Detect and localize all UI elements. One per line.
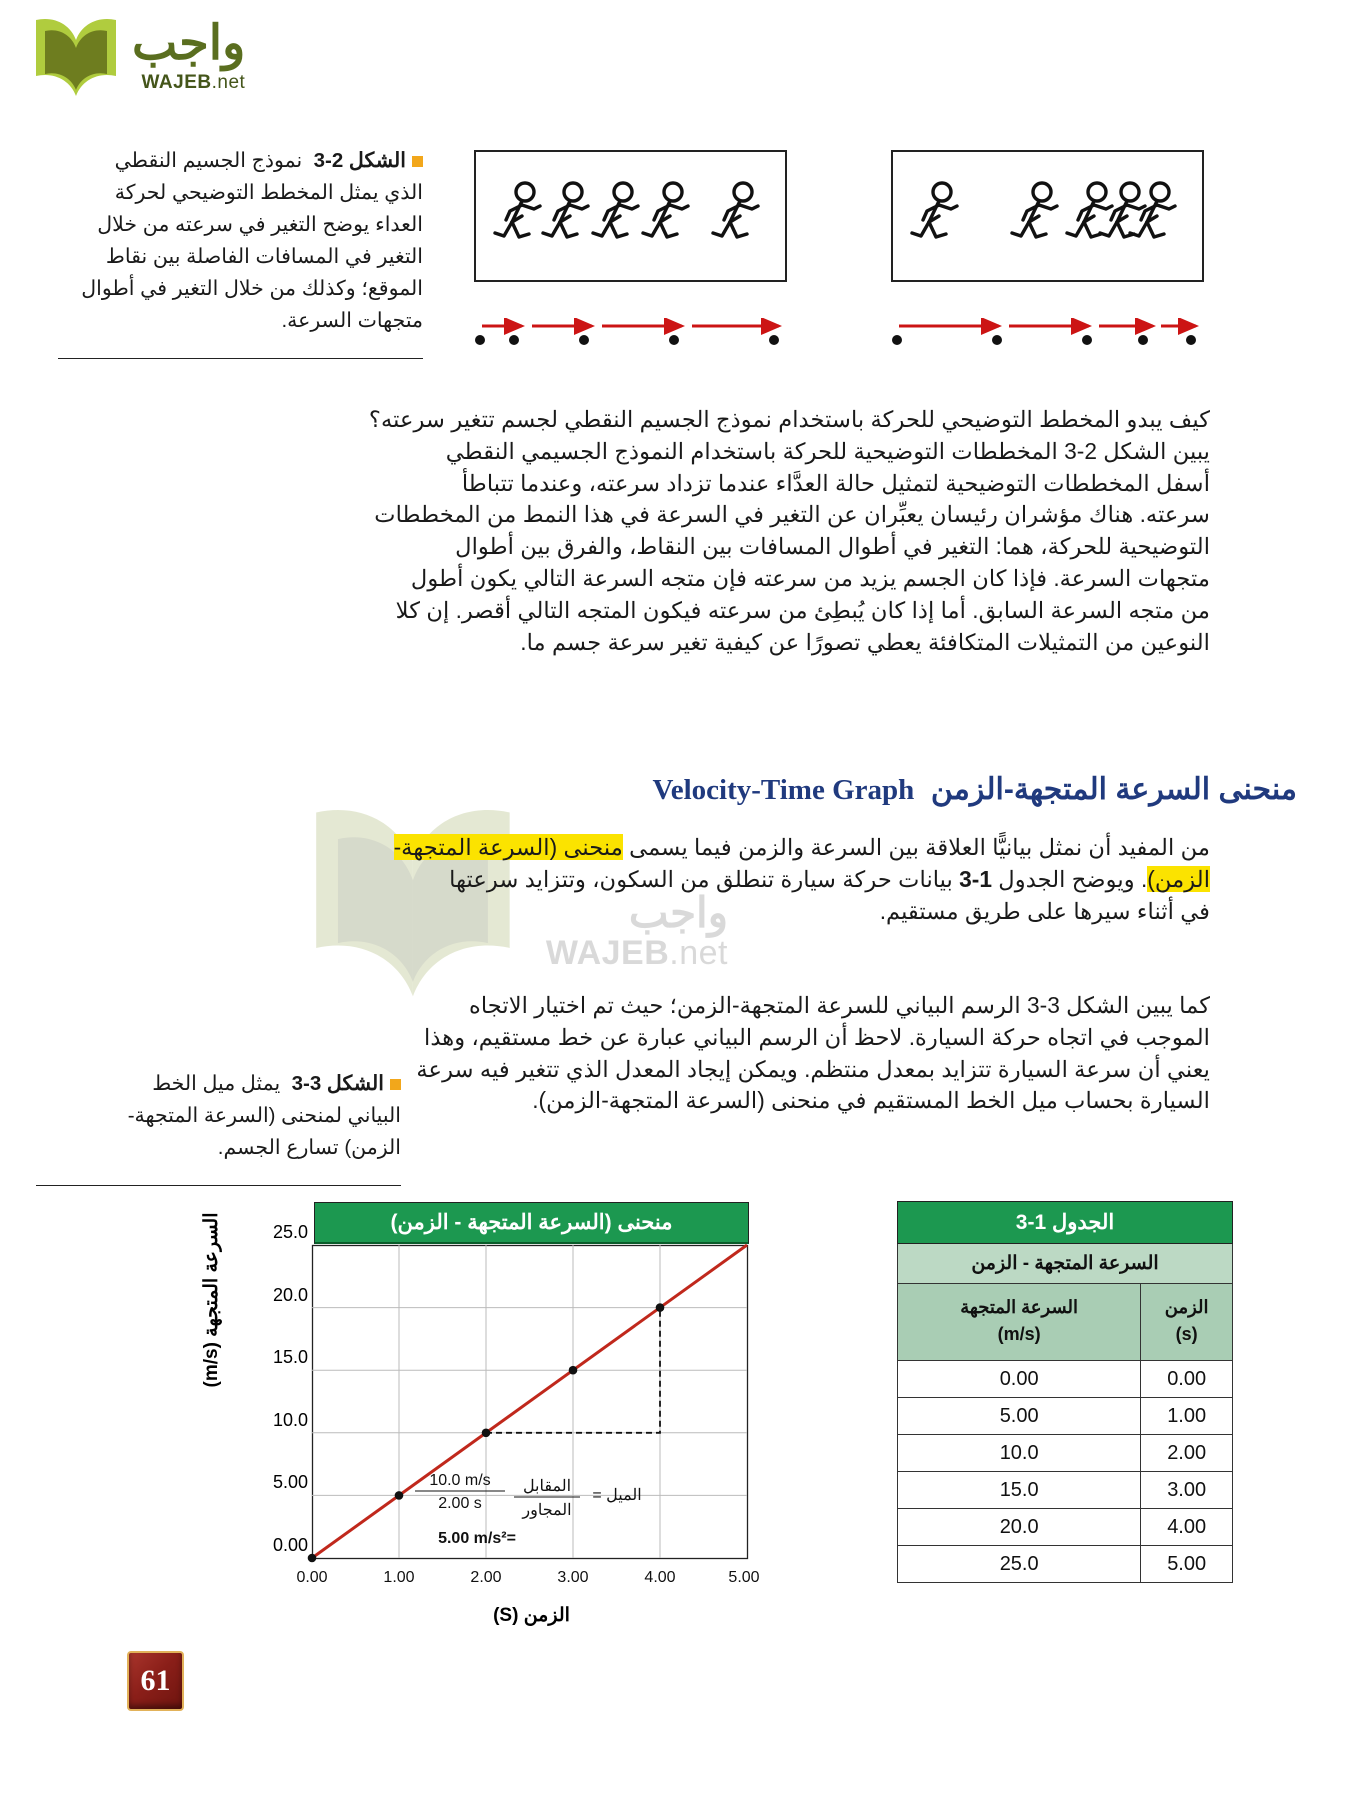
svg-text:1.00: 1.00 [383, 1569, 414, 1586]
svg-text:5.00: 5.00 [728, 1569, 759, 1586]
svg-text:0.00: 0.00 [296, 1569, 327, 1586]
svg-text:المقابل: المقابل [523, 1478, 571, 1495]
svg-text:الميل =: الميل = [592, 1487, 641, 1504]
svg-text:2.00 s: 2.00 s [438, 1495, 482, 1512]
svg-text:5.00 m/s²=: 5.00 m/s²= [438, 1530, 516, 1547]
svg-text:2.00: 2.00 [470, 1569, 501, 1586]
svg-text:4.00: 4.00 [644, 1569, 675, 1586]
svg-text:10.0 m/s: 10.0 m/s [429, 1472, 490, 1489]
svg-text:3.00: 3.00 [557, 1569, 588, 1586]
svg-text:المجاور: المجاور [521, 1502, 571, 1519]
